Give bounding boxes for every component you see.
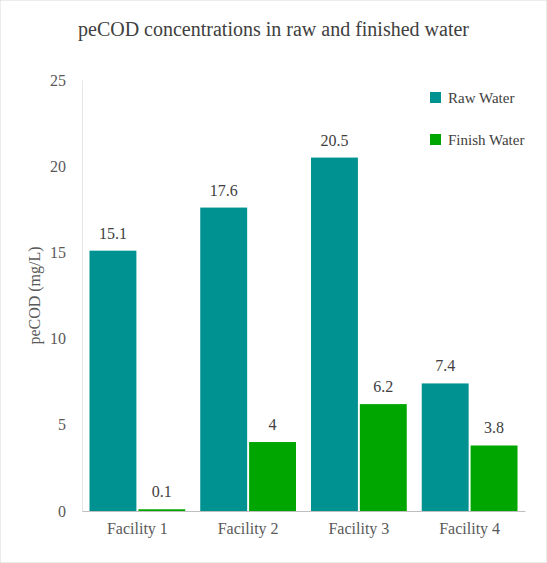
- x-tick: Facility 4: [439, 511, 500, 538]
- x-tick: Facility 2: [218, 511, 279, 538]
- bar: [471, 445, 518, 511]
- data-label: 20.5: [320, 132, 348, 149]
- data-label: 0.1: [152, 483, 172, 500]
- bar: [360, 404, 407, 511]
- y-tick: 0: [58, 503, 82, 520]
- background: [0, 0, 547, 563]
- data-label: 4: [269, 416, 277, 433]
- y-tick-label: 20: [50, 158, 66, 175]
- y-tick-label: 15: [50, 244, 66, 261]
- data-labels: 15.1 17.6 20.5 7.4 0.1 4 6.2 3.8: [99, 132, 504, 501]
- data-label: 15.1: [99, 225, 127, 242]
- bar: [311, 158, 358, 511]
- y-tick: 25: [50, 72, 82, 89]
- bars: [89, 158, 517, 511]
- x-tick: Facility 1: [107, 511, 168, 538]
- legend-label: Finish Water: [448, 132, 524, 148]
- bar: [249, 442, 296, 511]
- legend-swatch: [430, 134, 441, 145]
- data-label: 3.8: [484, 419, 504, 436]
- plot: 0 5 10 15 20 25 Facility 1 Facility 2 Facility 3…: [50, 72, 526, 539]
- y-axis: 0 5 10 15 20 25: [50, 72, 83, 520]
- y-tick-label: 5: [58, 416, 66, 433]
- x-axis: Facility 1 Facility 2 Facility 3 Facility 4: [83, 511, 526, 538]
- y-tick-label: 10: [50, 330, 66, 347]
- legend-item: Raw Water: [430, 90, 514, 106]
- bar: [89, 251, 136, 511]
- data-label: 17.6: [210, 182, 238, 199]
- y-tick-label: 0: [58, 503, 66, 520]
- x-tick-label: Facility 4: [439, 520, 500, 538]
- x-tick: Facility 3: [328, 511, 389, 538]
- x-tick-label: Facility 3: [328, 520, 389, 538]
- legend-label: Raw Water: [448, 90, 514, 106]
- y-axis-line: [82, 81, 83, 512]
- y-tick: 10: [50, 330, 82, 347]
- title: peCOD concentrations in raw and finished…: [78, 18, 469, 41]
- legend: Raw Water Finish Water: [430, 90, 524, 148]
- y-tick: 20: [50, 158, 82, 175]
- bar: [422, 383, 469, 511]
- x-tick-label: Facility 2: [218, 520, 279, 538]
- bar: [200, 208, 247, 511]
- y-axis-title: peCOD (mg/L): [26, 246, 44, 344]
- legend-swatch: [430, 92, 441, 103]
- x-tick-label: Facility 1: [107, 520, 168, 538]
- bar: [138, 509, 185, 511]
- legend-item: Finish Water: [430, 132, 524, 148]
- x-axis-line: [83, 511, 526, 512]
- data-label: 7.4: [435, 357, 455, 374]
- y-tick-label: 25: [50, 72, 66, 89]
- y-tick: 5: [58, 416, 82, 433]
- data-label: 6.2: [373, 378, 393, 395]
- y-tick: 15: [50, 244, 82, 261]
- chart: peCOD concentrations in raw and finished…: [0, 0, 547, 563]
